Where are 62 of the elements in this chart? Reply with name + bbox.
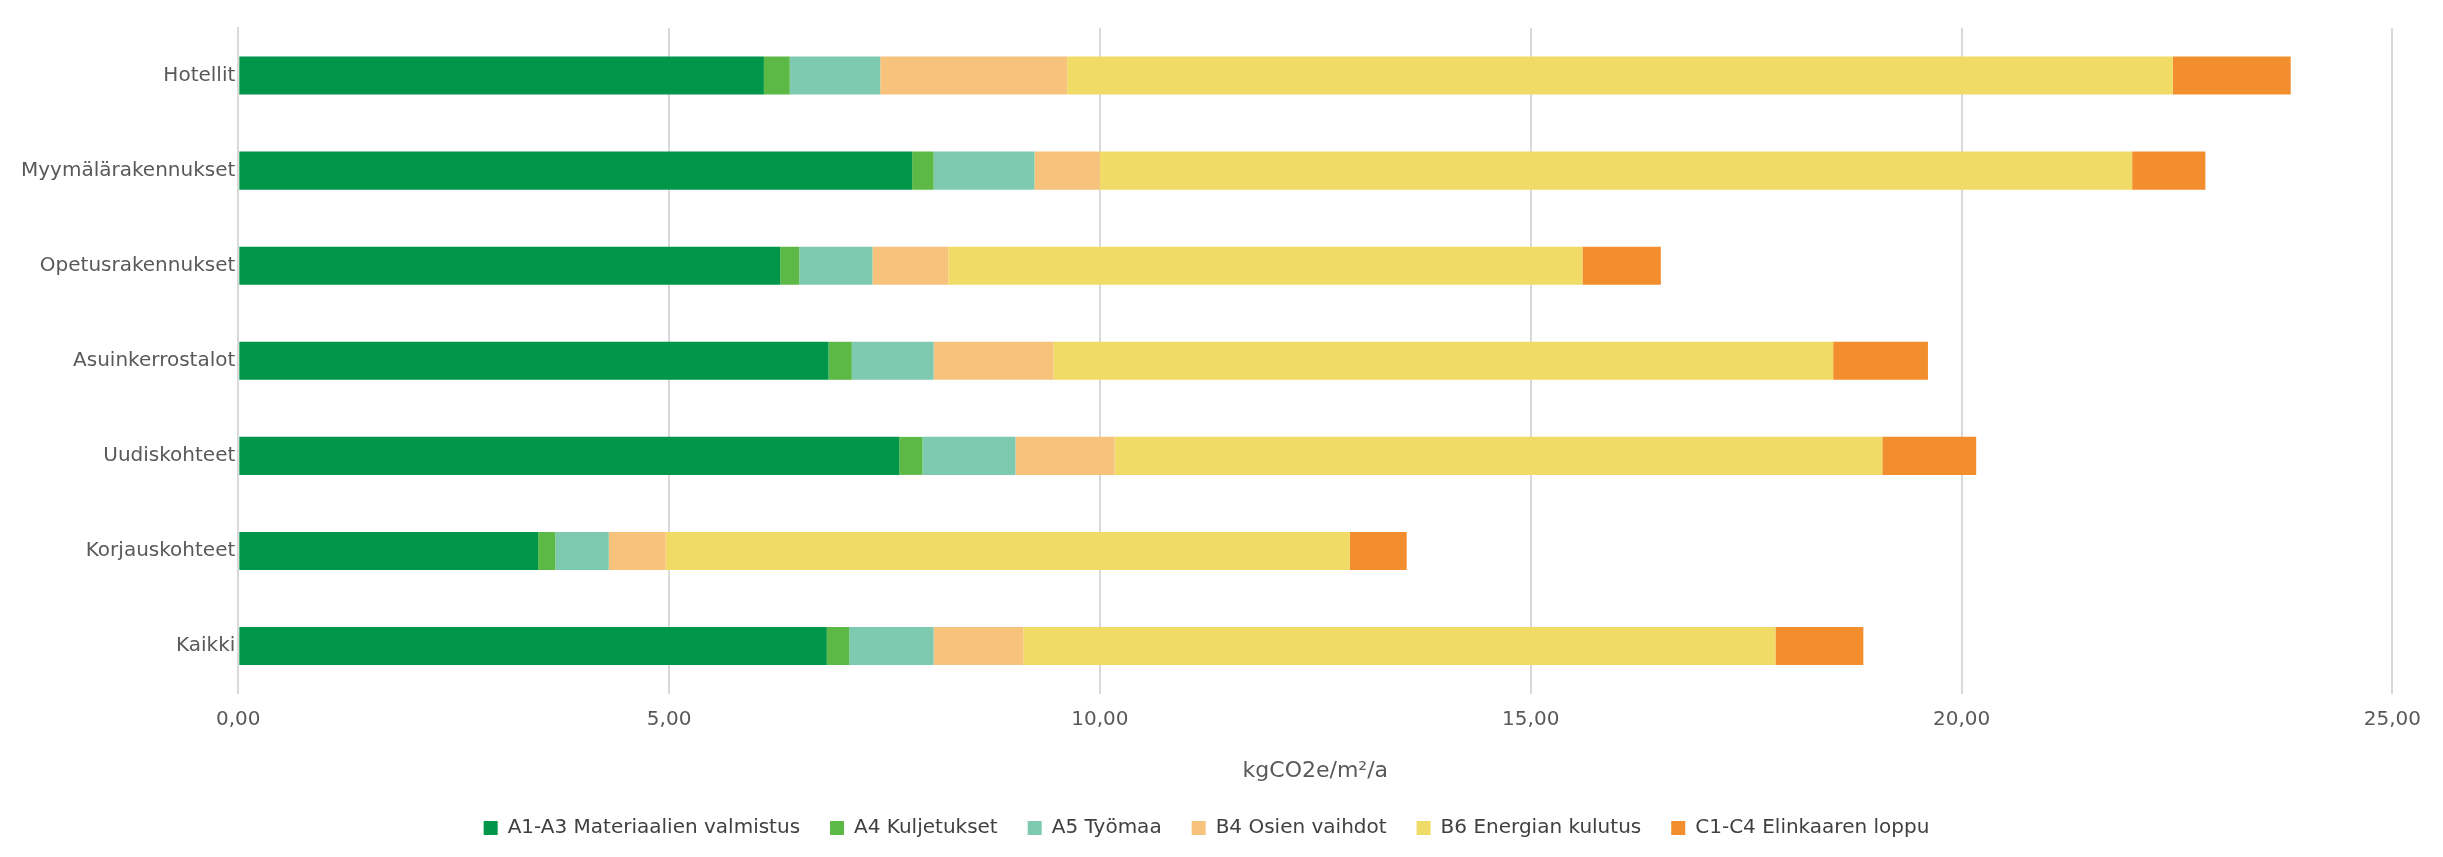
bar xyxy=(933,341,1054,380)
bar xyxy=(1582,246,1661,285)
bar xyxy=(239,531,539,570)
bar xyxy=(826,627,850,666)
bar xyxy=(1833,341,1928,380)
legend-label: B6 Energian kulutus xyxy=(1440,814,1642,839)
bar xyxy=(665,531,1350,570)
x-tick-label: 20,00 xyxy=(1932,705,1991,730)
y-tick-label: Asuinkerrostalot xyxy=(73,347,236,371)
bar xyxy=(1775,627,1864,666)
bar xyxy=(555,531,609,570)
bar xyxy=(1023,627,1776,666)
y-tick-label: Uudiskohteet xyxy=(103,442,236,467)
bar xyxy=(239,627,827,666)
bar xyxy=(948,246,1583,285)
x-tick-label: 0,00 xyxy=(216,705,261,730)
y-tick-label: Hotellit xyxy=(163,61,236,86)
x-tick-label: 10,00 xyxy=(1071,705,1129,730)
bar xyxy=(2132,151,2206,190)
bar xyxy=(1034,151,1100,190)
bar xyxy=(1067,56,2173,95)
y-tick-label: Myymälärakennukset xyxy=(20,156,236,181)
bar xyxy=(608,531,666,570)
bar xyxy=(933,151,1035,190)
bar xyxy=(763,56,790,95)
bar xyxy=(789,56,881,95)
legend-label: A1-A3 Materiaalien valmistus xyxy=(507,814,801,839)
x-tick-label: 15,00 xyxy=(1502,705,1560,730)
bar xyxy=(912,151,934,190)
bar xyxy=(1099,151,2133,190)
bar xyxy=(239,436,900,475)
x-axis-title: kgCO2e/m²/a xyxy=(1242,756,1389,782)
bar xyxy=(239,56,764,95)
legend-label: A4 Kuljetukset xyxy=(854,814,998,839)
bar xyxy=(1053,341,1834,380)
bar xyxy=(2172,56,2291,95)
bar xyxy=(933,627,1024,666)
x-tick-label: 25,00 xyxy=(2363,705,2421,730)
bar xyxy=(239,246,781,285)
bar xyxy=(1882,436,1977,475)
bar xyxy=(239,341,829,380)
bar xyxy=(880,56,1068,95)
bar xyxy=(851,341,934,380)
bar xyxy=(780,246,800,285)
bar xyxy=(1114,436,1883,475)
bar xyxy=(849,627,934,666)
legend-label: C1-C4 Elinkaaren loppu xyxy=(1695,814,1930,839)
legend-label: B4 Osien vaihdot xyxy=(1215,814,1387,839)
y-tick-label: Korjauskohteet xyxy=(85,537,236,562)
bar xyxy=(899,436,923,475)
bar xyxy=(538,531,556,570)
bar xyxy=(872,246,949,285)
bar xyxy=(828,341,852,380)
bar xyxy=(1015,436,1115,475)
bar xyxy=(799,246,873,285)
bar xyxy=(922,436,1016,475)
bar xyxy=(239,151,913,190)
x-tick-label: 5,00 xyxy=(646,705,692,730)
bar xyxy=(1349,531,1407,570)
y-tick-label: Opetusrakennukset xyxy=(39,251,236,276)
legend-label: A5 Työmaa xyxy=(1051,814,1162,839)
y-tick-label: Kaikki xyxy=(176,632,236,657)
